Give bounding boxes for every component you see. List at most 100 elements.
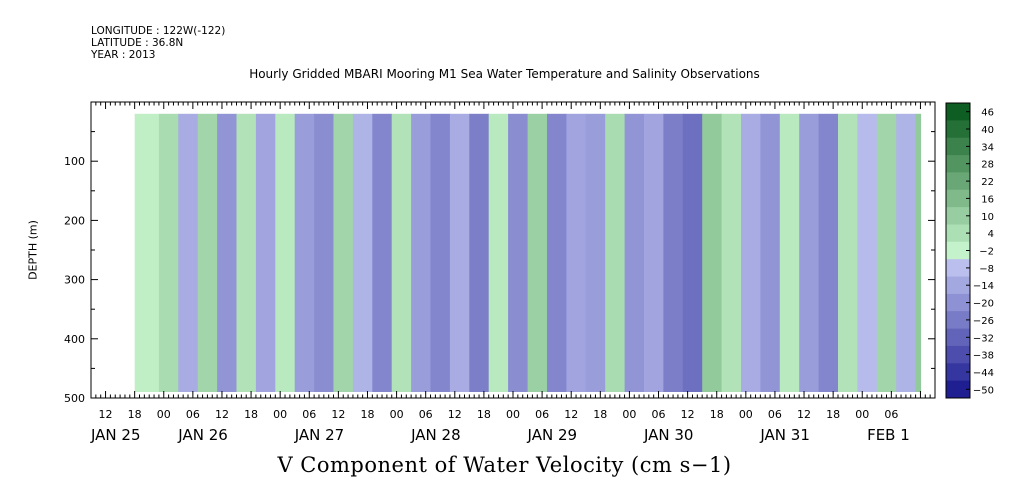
x-hour-label: 18 (477, 408, 491, 421)
heatmap-column (236, 113, 257, 393)
x-hour-label: 06 (884, 408, 898, 421)
x-hour-label: 00 (273, 408, 287, 421)
x-hour-label: 06 (302, 408, 316, 421)
x-hour-label: 00 (855, 408, 869, 421)
longitude-label: LONGITUDE : 122W(-122) (91, 25, 226, 37)
x-hour-label: 06 (419, 408, 433, 421)
colorbar-swatch (946, 155, 970, 173)
x-hour-label: 18 (360, 408, 374, 421)
heatmap-column (314, 113, 335, 393)
x-hour-label: 06 (768, 408, 782, 421)
x-hour-label: 18 (128, 408, 142, 421)
colorbar-swatch (946, 189, 970, 208)
heatmap-column (818, 113, 839, 393)
colorbar-swatch (946, 345, 970, 364)
x-hour-label: 00 (622, 408, 636, 421)
heatmap-layer (134, 113, 922, 393)
heatmap-column (411, 113, 432, 393)
x-hour-label: 06 (652, 408, 666, 421)
heatmap-column (741, 113, 761, 393)
colorbar-label: 46 (981, 108, 994, 119)
heatmap-column (915, 113, 922, 393)
colorbar-swatch (946, 380, 970, 399)
colorbar-label: −8 (979, 264, 994, 275)
x-day-label: JAN 30 (643, 426, 694, 444)
heatmap-column (799, 113, 820, 393)
heatmap-column (605, 113, 626, 393)
colorbar-swatch (946, 103, 970, 121)
heatmap-column (585, 113, 606, 393)
heatmap-column (333, 113, 354, 393)
axis-labels: 100 200 300 400 500 12 18 00 06 12 18 00 06 12 18 00 06 1… (64, 155, 910, 444)
x-hour-label: 18 (593, 408, 607, 421)
colorbar-label: −14 (973, 281, 994, 292)
heatmap-column (876, 113, 897, 393)
colorbar-label: 28 (981, 160, 994, 171)
colorbar-label: −38 (973, 351, 994, 362)
x-hour-label: 12 (797, 408, 811, 421)
colorbar-swatch (946, 207, 970, 225)
colorbar-swatch (946, 328, 970, 347)
heatmap-column (178, 113, 199, 393)
x-hour-label: 00 (390, 408, 404, 421)
colorbar-label: 4 (988, 229, 994, 240)
x-day-label: JAN 26 (177, 426, 228, 444)
heatmap-column (663, 113, 684, 393)
colorbar-label: −50 (973, 385, 994, 396)
heatmap-column (508, 113, 529, 393)
colorbar-label: −2 (979, 247, 994, 258)
heatmap-column (566, 113, 587, 393)
colorbar-label: 16 (981, 194, 994, 205)
y-tick-label: 300 (64, 274, 85, 287)
chart-title: Hourly Gridded MBARI Mooring M1 Sea Wate… (249, 67, 760, 81)
heatmap-column (134, 113, 160, 393)
x-hour-label: 12 (681, 408, 695, 421)
y-tick-label: 100 (64, 155, 85, 168)
x-hour-label: 12 (564, 408, 578, 421)
heatmap-column (624, 113, 645, 393)
heatmap-column (682, 113, 703, 393)
latitude-label: LATITUDE : 36.8N (91, 37, 184, 49)
colorbar-swatch (946, 363, 970, 382)
x-hour-label: 12 (448, 408, 462, 421)
colorbar-label: −26 (973, 316, 994, 327)
heatmap-column (430, 113, 451, 393)
heatmap-column (838, 113, 858, 393)
colorbar-swatch (946, 259, 970, 277)
colorbar-label: 10 (981, 212, 994, 223)
x-hour-label: 06 (535, 408, 549, 421)
colorbar-swatch (946, 311, 970, 329)
heatmap-column (391, 113, 412, 393)
heatmap-column (857, 113, 878, 393)
colorbar-swatch (946, 241, 970, 260)
colorbar-swatch (946, 120, 970, 139)
x-day-label: JAN 31 (759, 426, 810, 444)
heatmap-column (488, 113, 509, 393)
heatmap-column (702, 113, 723, 393)
colorbar-swatch (946, 172, 970, 191)
heatmap-column (158, 113, 179, 393)
heatmap-column (294, 113, 315, 393)
x-day-label: JAN 27 (294, 426, 345, 444)
y-tick-label: 400 (64, 333, 85, 346)
colorbar-label: −20 (973, 299, 994, 310)
colorbar-swatch (946, 224, 970, 243)
x-hour-label: 00 (157, 408, 171, 421)
heatmap-column (721, 113, 742, 393)
x-hour-label: 12 (331, 408, 345, 421)
year-label: YEAR : 2013 (91, 49, 156, 61)
x-hour-label: 18 (826, 408, 840, 421)
heatmap-column (449, 113, 470, 393)
heatmap-column (372, 113, 393, 393)
x-day-label: JAN 25 (90, 426, 141, 444)
colorbar-label: −44 (973, 368, 994, 379)
x-hour-label: 18 (710, 408, 724, 421)
x-hour-label: 06 (186, 408, 200, 421)
heatmap-column (469, 113, 490, 393)
colorbar-label: 22 (981, 177, 994, 188)
axis-ticks (90, 101, 936, 399)
x-hour-label: 12 (99, 408, 113, 421)
colorbar-label: −32 (973, 333, 994, 344)
colorbar-swatch (946, 276, 970, 295)
